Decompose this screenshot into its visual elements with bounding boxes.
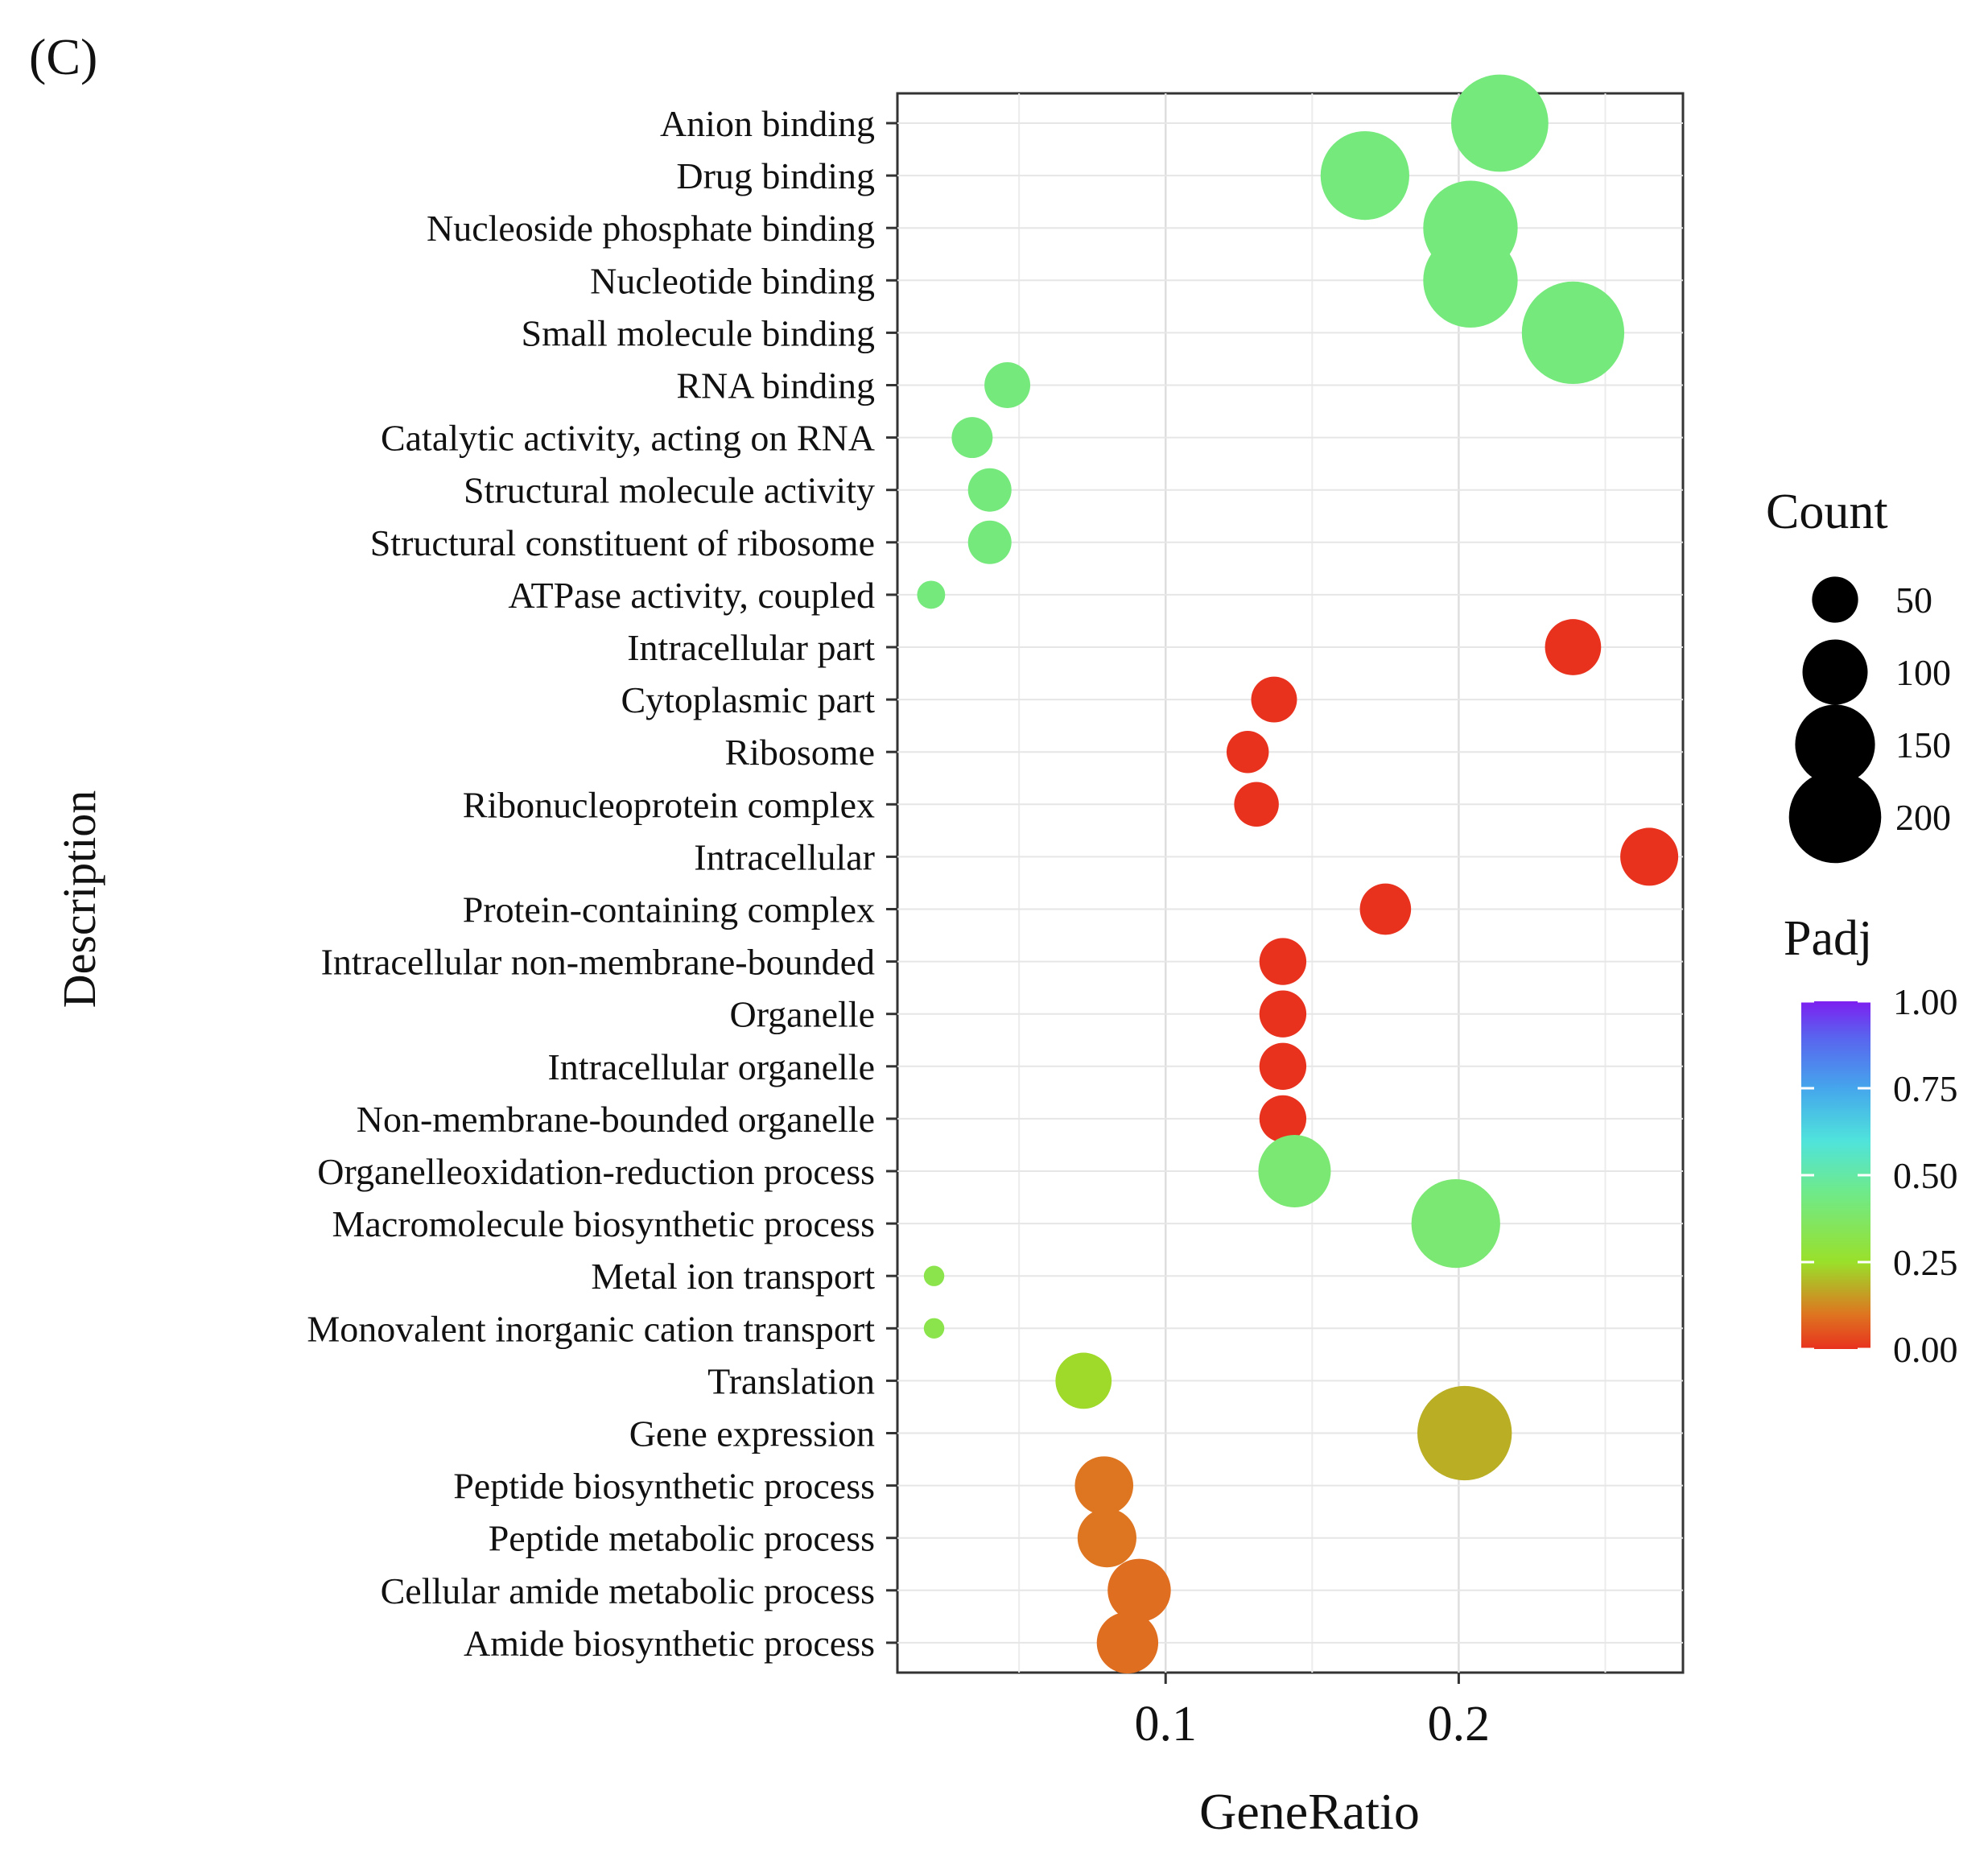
- data-point: [1259, 1042, 1307, 1090]
- y-tick-label: Intracellular: [694, 836, 875, 877]
- y-axis-title: Description: [53, 790, 105, 1009]
- count-legend-label: 200: [1895, 797, 1951, 838]
- padj-tick-label: 0.75: [1893, 1068, 1958, 1109]
- data-point: [1259, 1095, 1307, 1143]
- x-tick-label: 0.1: [1134, 1697, 1197, 1751]
- y-tick-label: RNA binding: [676, 365, 875, 406]
- count-legend-dot: [1788, 770, 1882, 864]
- data-point: [1411, 1178, 1500, 1269]
- padj-tick-label: 0.00: [1893, 1329, 1958, 1370]
- y-tick-label: Cytoplasmic part: [621, 679, 875, 720]
- data-point: [1096, 1611, 1159, 1674]
- y-tick-label: Cellular amide metabolic process: [381, 1570, 875, 1611]
- y-tick-label: Macromolecule biosynthetic process: [332, 1203, 875, 1244]
- x-tick-label: 0.2: [1428, 1697, 1491, 1751]
- y-tick-label: Anion binding: [660, 103, 875, 144]
- y-tick-label: Nucleoside phosphate binding: [427, 208, 875, 249]
- data-point: [1451, 74, 1549, 172]
- data-point: [1055, 1352, 1112, 1409]
- padj-legend-ticks: 1.00 0.75 0.50 0.25 0.00: [1801, 981, 1958, 1370]
- y-tick-label: Metal ion transport: [591, 1256, 875, 1297]
- y-tick-label: Peptide metabolic process: [489, 1518, 875, 1559]
- count-legend-dot: [1802, 639, 1868, 705]
- y-tick-label: Non-membrane-bounded organelle: [357, 1099, 875, 1140]
- y-tick-label: Monovalent inorganic cation transport: [307, 1308, 875, 1349]
- x-axis-ticks: 0.1 0.2: [1134, 1673, 1490, 1751]
- count-legend: Count 50 100 150 200: [1766, 485, 1951, 864]
- data-points: [917, 74, 1679, 1674]
- y-tick-label: Structural molecule activity: [464, 470, 875, 511]
- count-legend-dot: [1812, 576, 1858, 623]
- panel-label: (C): [29, 28, 97, 85]
- count-legend-label: 100: [1895, 652, 1951, 693]
- y-tick-label: Protein-containing complex: [463, 889, 875, 930]
- count-legend-dot: [1795, 704, 1875, 785]
- data-point: [1417, 1385, 1512, 1481]
- data-point: [1320, 130, 1409, 221]
- data-point: [1620, 827, 1679, 886]
- data-point: [1359, 883, 1412, 935]
- data-point: [1074, 1456, 1134, 1515]
- data-point: [967, 468, 1012, 512]
- y-tick-label: Small molecule binding: [522, 312, 876, 353]
- data-point: [1107, 1558, 1171, 1623]
- y-tick-label: Gene expression: [629, 1413, 875, 1454]
- y-tick-label: Amide biosynthetic process: [464, 1623, 875, 1664]
- padj-tick-label: 1.00: [1893, 981, 1958, 1022]
- y-tick-label: Structural constituent of ribosome: [370, 522, 875, 563]
- data-point: [1226, 730, 1269, 774]
- data-point: [923, 1318, 945, 1339]
- y-tick-label: Peptide biosynthetic process: [453, 1466, 875, 1507]
- y-tick-label: Catalytic activity, acting on RNA: [381, 418, 875, 459]
- padj-legend-title: Padj: [1784, 911, 1872, 966]
- y-tick-label: Intracellular organelle: [547, 1046, 875, 1087]
- y-tick-label: Ribosome: [724, 732, 875, 773]
- data-point: [951, 417, 993, 459]
- count-legend-label: 50: [1895, 580, 1932, 621]
- y-tick-label: Ribonucleoprotein complex: [463, 784, 875, 825]
- y-tick-label: Intracellular part: [627, 627, 875, 668]
- y-tick-label: Nucleotide binding: [590, 260, 875, 301]
- y-axis-ticks: Anion binding Drug binding Nucleoside phos…: [307, 103, 897, 1664]
- y-tick-label: ATPase activity, coupled: [508, 575, 875, 616]
- grid-lines: [897, 93, 1683, 1673]
- data-point: [1077, 1508, 1136, 1568]
- data-point: [1234, 782, 1279, 827]
- y-tick-label: Drug binding: [676, 155, 875, 196]
- count-legend-label: 150: [1895, 724, 1951, 765]
- data-point: [1521, 281, 1625, 385]
- count-legend-title: Count: [1766, 485, 1888, 539]
- padj-tick-label: 0.50: [1893, 1155, 1958, 1196]
- padj-tick-label: 0.25: [1893, 1242, 1958, 1283]
- y-tick-label: Intracellular non-membrane-bounded: [321, 942, 875, 983]
- data-point: [1423, 233, 1518, 328]
- count-legend-items: 50 100 150 200: [1788, 576, 1951, 864]
- data-point: [1258, 1135, 1331, 1207]
- data-point: [923, 1265, 945, 1286]
- data-point: [967, 520, 1012, 564]
- y-tick-label: Translation: [707, 1360, 875, 1401]
- data-point: [1251, 676, 1297, 723]
- data-point: [1259, 990, 1307, 1038]
- y-tick-label: Organelleoxidation-reduction process: [317, 1151, 875, 1192]
- data-point: [1545, 619, 1602, 675]
- y-tick-label: Organelle: [729, 994, 875, 1035]
- padj-legend: Padj 1.00 0.75 0.50 0.25 0.00: [1784, 911, 1958, 1370]
- data-point: [1259, 938, 1307, 985]
- x-axis-title: GeneRatio: [1199, 1783, 1420, 1840]
- data-point: [984, 362, 1031, 408]
- data-point: [917, 580, 946, 609]
